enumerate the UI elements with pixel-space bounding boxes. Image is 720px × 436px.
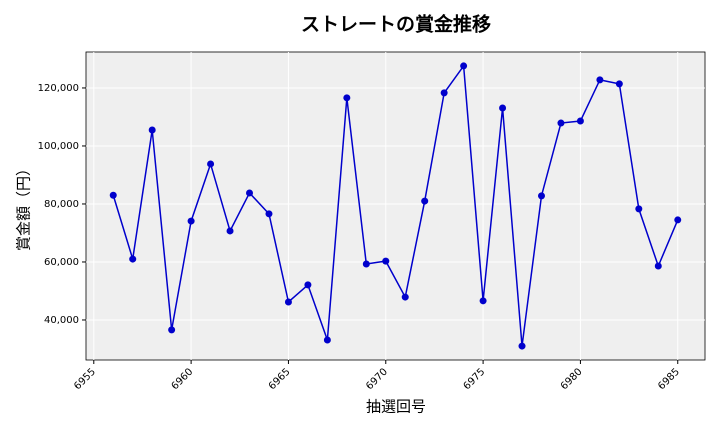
data-point (460, 62, 468, 70)
data-point (246, 189, 254, 197)
data-point (576, 117, 584, 125)
data-point (596, 76, 604, 84)
data-point (382, 257, 390, 265)
x-tick-label: 6955 (72, 366, 98, 392)
data-point (148, 126, 156, 134)
data-point (674, 216, 682, 224)
plot-area (85, 51, 706, 361)
data-point (479, 297, 487, 305)
data-point (265, 210, 273, 218)
data-point (207, 160, 215, 168)
data-point (304, 281, 312, 289)
x-tick-label: 6970 (364, 366, 390, 392)
data-point (440, 89, 448, 97)
y-tick-label: 120,000 (38, 83, 79, 94)
data-point (323, 336, 331, 344)
y-tick-label: 100,000 (38, 141, 79, 152)
data-point (129, 255, 137, 263)
chart-title: ストレートの賞金推移 (301, 13, 491, 36)
data-point (615, 80, 623, 88)
data-point (343, 94, 351, 102)
data-point (401, 293, 409, 301)
y-tick-label: 60,000 (44, 257, 79, 268)
data-point (518, 342, 526, 350)
data-point (109, 191, 117, 199)
data-point (168, 326, 176, 334)
x-tick-label: 6960 (170, 366, 196, 392)
data-point (557, 119, 565, 127)
data-point (284, 298, 292, 306)
data-point (635, 205, 643, 213)
data-point (421, 197, 429, 205)
data-point (499, 104, 507, 112)
y-axis-label: 賞金額（円） (15, 161, 33, 251)
data-point (362, 260, 370, 268)
x-tick-label: 6980 (559, 366, 585, 392)
x-tick-label: 6975 (462, 366, 488, 392)
data-point (654, 262, 662, 270)
data-line (112, 63, 679, 347)
x-axis-label: 抽選回号 (366, 398, 426, 416)
data-point (226, 227, 234, 235)
y-tick-label: 80,000 (44, 199, 79, 210)
data-point (537, 192, 545, 200)
x-tick-label: 6985 (656, 366, 682, 392)
data-point (187, 217, 195, 225)
x-tick-label: 6965 (267, 366, 293, 392)
y-tick-label: 40,000 (44, 315, 79, 326)
